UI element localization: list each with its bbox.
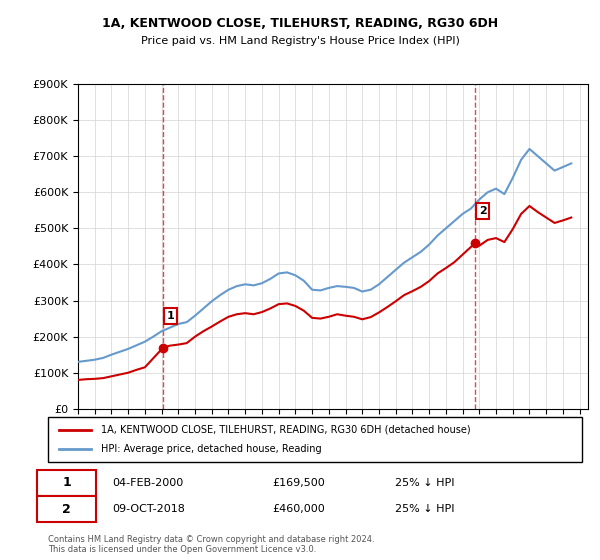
Text: 1: 1 (166, 311, 174, 321)
Text: 2: 2 (479, 206, 487, 216)
Text: 2: 2 (62, 502, 71, 516)
Text: HPI: Average price, detached house, Reading: HPI: Average price, detached house, Read… (101, 445, 322, 455)
Text: 09-OCT-2018: 09-OCT-2018 (112, 504, 185, 514)
Text: 1A, KENTWOOD CLOSE, TILEHURST, READING, RG30 6DH: 1A, KENTWOOD CLOSE, TILEHURST, READING, … (102, 17, 498, 30)
Text: 1: 1 (62, 476, 71, 489)
Text: £169,500: £169,500 (272, 478, 325, 488)
Text: 25% ↓ HPI: 25% ↓ HPI (395, 478, 455, 488)
FancyBboxPatch shape (48, 417, 582, 462)
FancyBboxPatch shape (37, 496, 96, 522)
Text: £460,000: £460,000 (272, 504, 325, 514)
Text: Price paid vs. HM Land Registry's House Price Index (HPI): Price paid vs. HM Land Registry's House … (140, 36, 460, 46)
Text: 04-FEB-2000: 04-FEB-2000 (112, 478, 184, 488)
Text: Contains HM Land Registry data © Crown copyright and database right 2024.
This d: Contains HM Land Registry data © Crown c… (48, 535, 374, 554)
Text: 1A, KENTWOOD CLOSE, TILEHURST, READING, RG30 6DH (detached house): 1A, KENTWOOD CLOSE, TILEHURST, READING, … (101, 424, 471, 435)
FancyBboxPatch shape (37, 470, 96, 496)
Text: 25% ↓ HPI: 25% ↓ HPI (395, 504, 455, 514)
